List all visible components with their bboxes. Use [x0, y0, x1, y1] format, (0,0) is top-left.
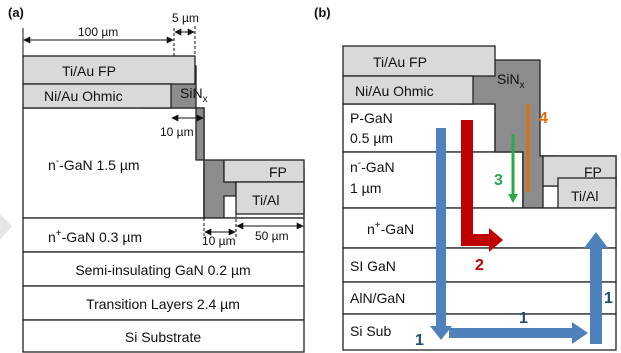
path2-down-arrow-shaft — [461, 120, 473, 246]
path1-up-arrow-shaft — [590, 246, 602, 344]
np-gan-label-b: n+-GaN — [367, 220, 414, 237]
substrate-layer-a — [22, 319, 305, 353]
ti-al-right-a — [235, 181, 305, 215]
path1-label-right: 1 — [604, 290, 613, 307]
semi-insulating-label-a: Semi-insulating GaN 0.2 µm — [75, 262, 250, 278]
sinx-label-b: SiNx — [497, 71, 525, 91]
np-gan-label-a: n+-GaN 0.3 µm — [48, 228, 142, 245]
fp-label-b: FP — [584, 164, 602, 180]
path1-right-arrow-shaft — [449, 328, 573, 338]
ti-al-label-a: Ti/Al — [252, 192, 279, 208]
semi-insulating-layer-a — [22, 251, 305, 287]
fp-right-a — [223, 159, 305, 183]
path3-label: 3 — [494, 172, 503, 189]
transition-label-a: Transition Layers 2.4 µm — [86, 296, 240, 312]
ti-au-fp-label-a: Ti/Au FP — [62, 63, 116, 79]
path1-label-mid: 1 — [519, 310, 528, 327]
p-gan-thick-label-b: 0.5 µm — [350, 130, 393, 146]
ni-au-ohmic-a — [22, 83, 172, 109]
path2-label: 2 — [475, 257, 484, 274]
n-gan-thick-label-b: 1 µm — [350, 180, 381, 196]
ti-au-fp-label-b: Ti/Au FP — [373, 54, 427, 70]
np-gan-layer-b — [342, 207, 617, 249]
path4-label: 4 — [539, 110, 548, 127]
dim-label-5: 5 µm — [172, 11, 199, 25]
ti-au-fp-b — [342, 45, 496, 77]
ti-al-label-b: Ti/Al — [571, 188, 598, 204]
dim-label-50: 50 µm — [255, 229, 289, 243]
sinx-label-a: SiNx — [180, 85, 208, 105]
path1-up-arrow-head — [584, 232, 608, 248]
p-gan-label-b: P-GaN — [350, 110, 393, 126]
n-gan-label-a: n--GaN 1.5 µm — [48, 156, 140, 173]
n-gan-label-b: n--GaN — [350, 158, 395, 175]
path1-label-left: 1 — [415, 332, 424, 349]
path2-right-arrow-head — [489, 228, 503, 252]
n-gan-layer-b — [342, 151, 524, 209]
ni-au-ohmic-label-b: Ni/Au Ohmic — [355, 83, 434, 99]
path1-down-arrow-shaft — [436, 128, 446, 328]
panel-b-label: (b) — [314, 5, 331, 20]
si-gan-label-b: SI GaN — [350, 258, 396, 274]
path1-down-arrow-head — [430, 326, 452, 340]
path3-arrow-head — [508, 194, 518, 203]
ni-au-ohmic-b — [342, 75, 474, 105]
page-corner-mark — [0, 214, 12, 240]
panel-b: (b) Ti/Au FP Ni/Au Ohmic SiNx P-GaN 0.5 … — [314, 5, 617, 351]
ni-au-ohmic-label-a: Ni/Au Ohmic — [44, 88, 123, 104]
si-gan-layer-b — [342, 247, 617, 283]
ti-au-fp-a — [22, 55, 196, 85]
panel-a-label: (a) — [8, 5, 24, 20]
fp-label-a: FP — [269, 164, 287, 180]
path1-right-arrow-head — [572, 322, 588, 344]
dim-label-100: 100 µm — [78, 25, 118, 39]
dim-label-10b: 10 µm — [202, 234, 236, 248]
aln-gan-layer-b — [342, 281, 617, 315]
n-gan-layer-a — [22, 107, 205, 219]
aln-gan-label-b: AlN/GaN — [350, 290, 405, 306]
panel-a: (a) Ti/Au FP Ni/Au Ohmic SiNx n--GaN 1.5… — [8, 5, 305, 353]
dim-label-10a: 10 µm — [160, 125, 194, 139]
si-sub-label-b: Si Sub — [350, 323, 391, 339]
transition-layer-a — [22, 285, 305, 321]
substrate-label-a: Si Substrate — [125, 329, 201, 345]
path2-right-arrow-shaft — [461, 234, 491, 246]
